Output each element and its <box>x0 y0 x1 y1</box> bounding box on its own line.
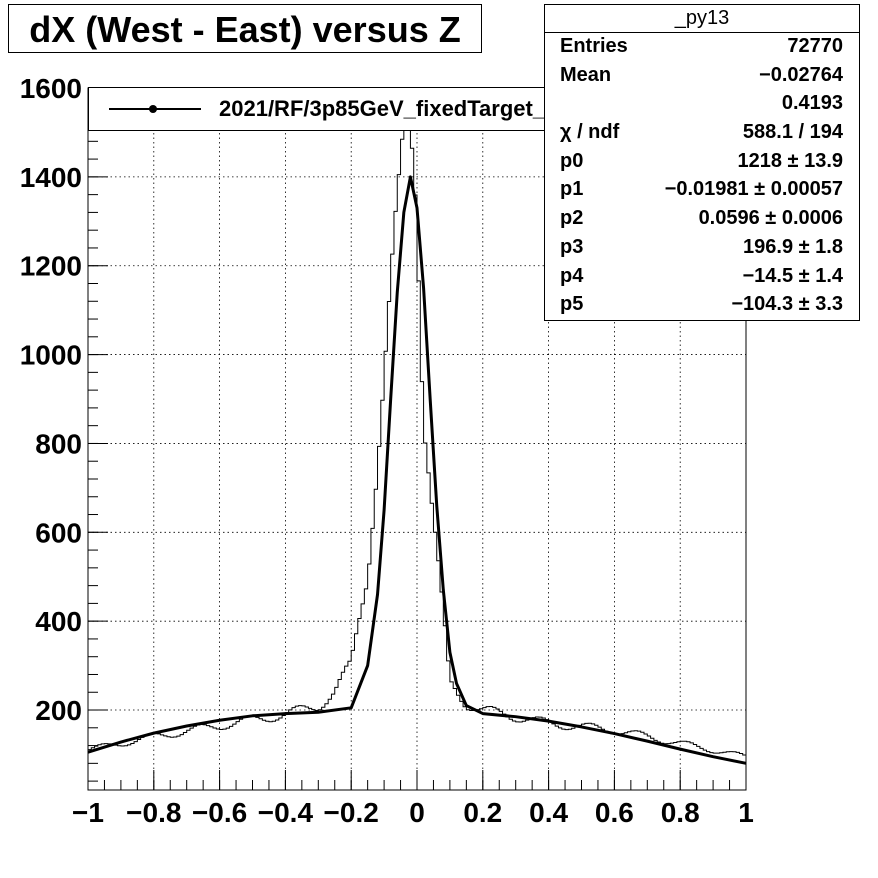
x-tick-label: 0 <box>409 797 425 828</box>
x-tick-label: 0.6 <box>595 797 634 828</box>
stats-value: 196.9 ± 1.8 <box>743 235 843 258</box>
stats-row: Mean −0.02764 <box>545 62 859 91</box>
legend-label: 2021/RF/3p85GeV_fixedTarget_2021 <box>219 96 595 121</box>
stats-box: _py13 Entries 72770 Mean −0.02764 0.4193 χ… <box>544 4 860 321</box>
x-tick-label: −0.4 <box>258 797 314 828</box>
y-tick-label: 200 <box>35 695 82 726</box>
stats-key: χ / ndf <box>560 121 620 144</box>
x-tick-label: −0.2 <box>324 797 379 828</box>
axis-ticks <box>87 87 747 790</box>
y-tick-labels: 200 400 600 800 1000 1200 1400 1600 <box>20 73 82 726</box>
stats-key: p4 <box>560 264 584 287</box>
stats-value: 588.1 / 194 <box>742 121 843 144</box>
y-tick-label: 1600 <box>20 73 82 104</box>
x-tick-label: −0.8 <box>126 797 181 828</box>
stats-key: p0 <box>560 149 584 172</box>
stats-value: −14.5 ± 1.4 <box>742 264 844 287</box>
stats-value: 1218 ± 13.9 <box>737 149 843 172</box>
x-tick-label: 0.4 <box>529 797 568 828</box>
stats-value: −0.01981 ± 0.00057 <box>664 178 843 201</box>
stats-value: 72770 <box>787 35 843 57</box>
y-tick-label: 600 <box>35 517 82 548</box>
x-tick-label: −0.6 <box>192 797 247 828</box>
stats-row: p0 1218 ± 13.9 <box>545 148 859 177</box>
stats-key: p2 <box>560 207 584 230</box>
stats-row: p3 196.9 ± 1.8 <box>545 234 859 263</box>
chart-title: dX (West - East) versus Z <box>8 4 482 53</box>
x-tick-labels: −1 −0.8 −0.6 −0.4 −0.2 0 0.2 0.4 0.6 0.8 1 <box>72 797 754 828</box>
stats-value: −104.3 ± 3.3 <box>731 293 843 316</box>
stats-value: 0.0596 ± 0.0006 <box>698 207 843 230</box>
stats-value: 0.4193 <box>781 92 843 115</box>
x-tick-label: 0.8 <box>661 797 700 828</box>
x-tick-label: −1 <box>72 797 104 828</box>
x-tick-label: 0.2 <box>463 797 502 828</box>
stats-key: p1 <box>560 178 584 201</box>
stats-row: p2 0.0596 ± 0.0006 <box>545 205 859 234</box>
y-tick-label: 1000 <box>20 340 82 371</box>
stats-row: Entries 72770 <box>545 33 859 62</box>
fit-curve <box>87 175 747 765</box>
stats-key: Mean <box>560 63 612 86</box>
legend-marker-swatch <box>149 105 157 113</box>
stats-row: p1 −0.01981 ± 0.00057 <box>545 176 859 205</box>
y-tick-label: 1200 <box>20 251 82 282</box>
legend: 2021/RF/3p85GeV_fixedTarget_2021 <box>88 87 614 131</box>
stats-key: Entries <box>560 35 628 57</box>
stats-title: _py13 <box>545 5 859 33</box>
stats-row: 0.4193 <box>545 90 859 119</box>
y-tick-label: 400 <box>35 606 82 637</box>
y-tick-label: 800 <box>35 428 82 459</box>
stats-row: p5 −104.3 ± 3.3 <box>545 291 859 320</box>
stats-key: p5 <box>560 293 584 316</box>
stats-value: −0.02764 <box>759 63 843 86</box>
stats-key: p3 <box>560 235 584 258</box>
x-tick-label: 1 <box>738 797 754 828</box>
fit-curve-series <box>87 175 747 765</box>
y-tick-label: 1400 <box>20 162 82 193</box>
stats-row: χ / ndf 588.1 / 194 <box>545 119 859 148</box>
stats-row: p4 −14.5 ± 1.4 <box>545 263 859 292</box>
